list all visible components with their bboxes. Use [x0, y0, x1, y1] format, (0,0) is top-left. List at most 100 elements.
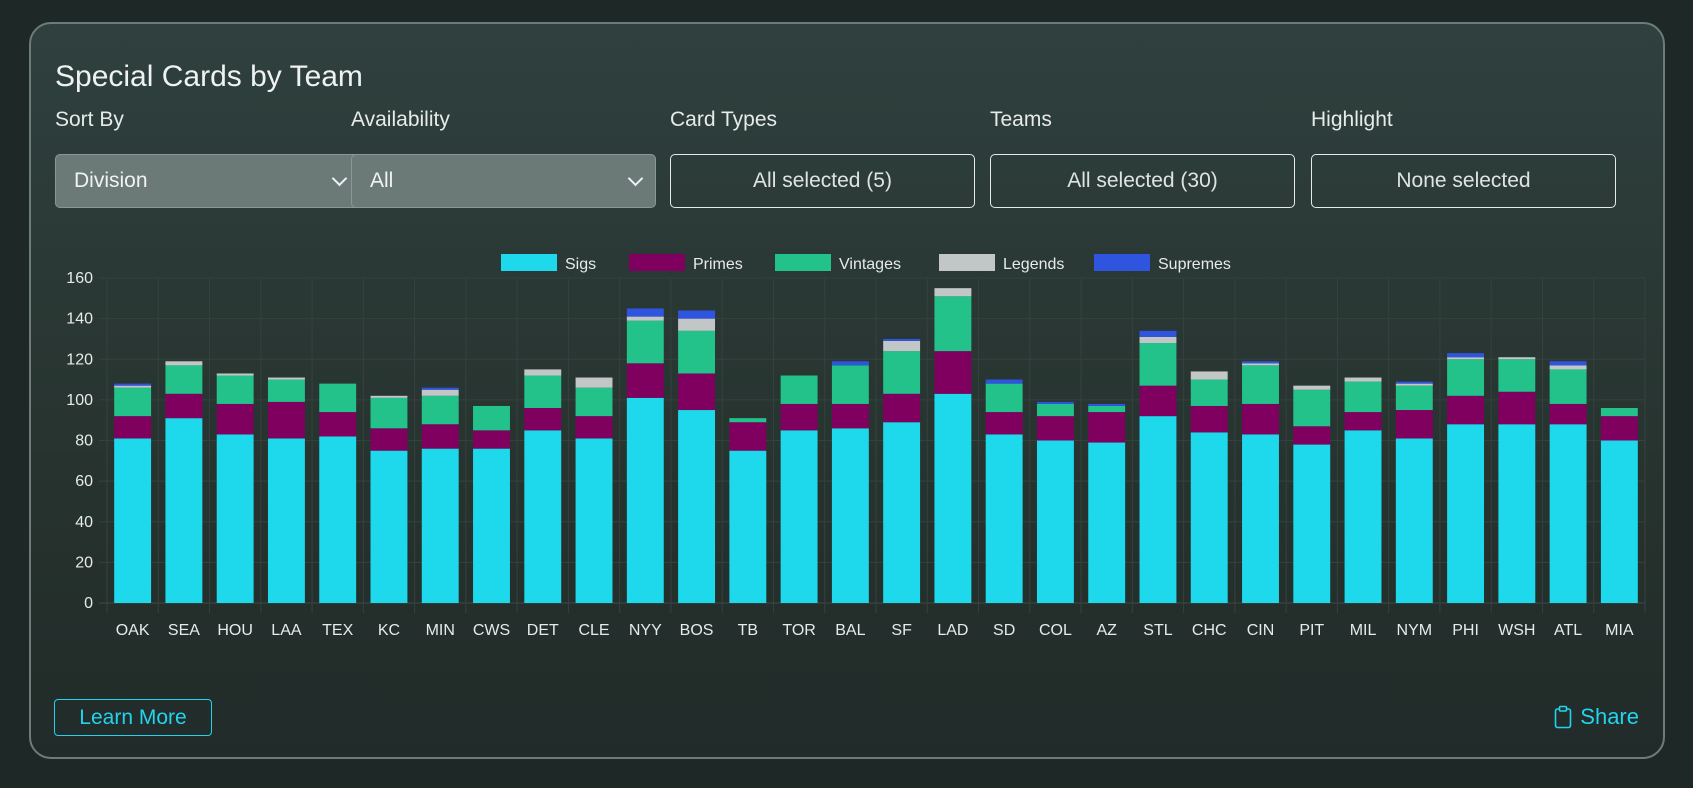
- multiselect-button[interactable]: None selected: [1311, 154, 1616, 208]
- bar-segment-primes: [831, 403, 869, 429]
- bar-wsh[interactable]: [1498, 357, 1536, 603]
- bar-segment-sigs: [729, 450, 767, 603]
- bar-tor[interactable]: [780, 375, 818, 604]
- bar-segment-supremes: [1036, 401, 1074, 404]
- bar-sd[interactable]: [985, 379, 1023, 603]
- bar-col[interactable]: [1036, 401, 1074, 603]
- bar-stl[interactable]: [1139, 330, 1177, 603]
- bar-min[interactable]: [421, 387, 459, 603]
- bar-segment-primes: [1344, 412, 1382, 431]
- bar-oak[interactable]: [114, 383, 152, 603]
- bar-segment-supremes: [678, 310, 716, 319]
- bar-lad[interactable]: [934, 288, 972, 603]
- y-tick-label: 60: [75, 473, 93, 490]
- bar-segment-vintages: [729, 418, 767, 423]
- legend-label: Legends: [1003, 256, 1064, 273]
- bar-segment-primes: [1498, 391, 1536, 425]
- bar-segment-primes: [729, 422, 767, 451]
- bar-segment-sigs: [985, 434, 1023, 603]
- bar-kc[interactable]: [370, 395, 408, 603]
- bar-segment-sigs: [626, 397, 664, 603]
- bar-nym[interactable]: [1395, 381, 1433, 603]
- bar-segment-supremes: [114, 383, 152, 386]
- bar-az[interactable]: [1088, 403, 1126, 603]
- x-tick-label: SEA: [168, 622, 200, 639]
- bar-bos[interactable]: [678, 310, 716, 604]
- bar-segment-vintages: [1139, 343, 1177, 386]
- bar-atl[interactable]: [1549, 361, 1587, 603]
- bar-segment-vintages: [678, 330, 716, 374]
- bar-segment-primes: [165, 393, 203, 419]
- share-button[interactable]: Share: [1554, 704, 1639, 730]
- bar-laa[interactable]: [267, 377, 305, 603]
- bar-segment-legends: [883, 340, 921, 352]
- dropdown-select[interactable]: Division: [55, 154, 360, 208]
- bar-segment-legends: [1293, 385, 1331, 390]
- legend-item-primes[interactable]: Primes: [629, 254, 743, 273]
- bar-pit[interactable]: [1293, 385, 1331, 603]
- bar-segment-primes: [883, 393, 921, 423]
- filter-label: Teams: [990, 108, 1052, 131]
- bar-cin[interactable]: [1242, 361, 1279, 603]
- bar-segment-vintages: [1447, 359, 1485, 396]
- chevron-down-icon: [331, 170, 348, 187]
- bar-segment-supremes: [985, 379, 1023, 384]
- bar-segment-primes: [1600, 416, 1638, 441]
- bar-segment-legends: [524, 369, 562, 376]
- bar-segment-vintages: [575, 387, 613, 417]
- bar-segment-vintages: [473, 405, 510, 431]
- bar-sf[interactable]: [883, 338, 921, 603]
- bar-cws[interactable]: [473, 405, 510, 603]
- bar-nyy[interactable]: [626, 308, 664, 603]
- bar-segment-legends: [1190, 371, 1228, 380]
- x-tick-label: BAL: [835, 622, 865, 639]
- legend-item-sigs[interactable]: Sigs: [501, 254, 596, 273]
- bar-segment-vintages: [114, 387, 152, 417]
- legend-item-legends[interactable]: Legends: [939, 254, 1064, 273]
- bar-segment-primes: [370, 428, 408, 451]
- bar-segment-supremes: [421, 387, 459, 390]
- bar-bal[interactable]: [831, 361, 869, 603]
- legend-item-vintages[interactable]: Vintages: [775, 254, 901, 273]
- learn-more-button[interactable]: Learn More: [54, 699, 212, 736]
- bar-segment-sigs: [1447, 424, 1485, 603]
- chart-card: Special Cards by Team Sort By Division A…: [29, 22, 1665, 759]
- bar-segment-vintages: [1600, 408, 1638, 417]
- bar-segment-vintages: [1036, 403, 1074, 417]
- bar-segment-sigs: [575, 438, 613, 603]
- bar-segment-sigs: [421, 448, 459, 603]
- bar-det[interactable]: [524, 369, 562, 603]
- bar-segment-sigs: [319, 436, 357, 603]
- bar-mil[interactable]: [1344, 377, 1382, 603]
- bar-segment-legends: [1242, 363, 1279, 366]
- bar-segment-primes: [934, 351, 972, 394]
- bar-chc[interactable]: [1190, 371, 1228, 603]
- multiselect-button[interactable]: All selected (5): [670, 154, 975, 208]
- bar-segment-primes: [267, 401, 305, 439]
- bar-segment-legends: [1447, 357, 1485, 360]
- legend-item-supremes[interactable]: Supremes: [1094, 254, 1231, 273]
- bar-tb[interactable]: [729, 418, 767, 603]
- bar-segment-sigs: [524, 430, 562, 603]
- bar-segment-sigs: [1293, 444, 1331, 603]
- bar-segment-legends: [114, 385, 152, 388]
- bar-segment-sigs: [1242, 434, 1279, 603]
- selected-value: All selected (5): [753, 169, 892, 192]
- bar-sea[interactable]: [165, 361, 203, 603]
- bar-segment-legends: [1395, 383, 1433, 386]
- x-tick-label: MIL: [1350, 622, 1377, 639]
- bar-segment-sigs: [1088, 442, 1126, 603]
- bar-segment-legends: [216, 373, 254, 376]
- bar-phi[interactable]: [1447, 353, 1485, 603]
- bar-segment-supremes: [1139, 330, 1177, 337]
- bar-segment-primes: [626, 363, 664, 398]
- bar-tex[interactable]: [319, 383, 357, 603]
- bar-cle[interactable]: [575, 377, 613, 603]
- multiselect-button[interactable]: All selected (30): [990, 154, 1295, 208]
- bar-mia[interactable]: [1600, 408, 1638, 603]
- dropdown-select[interactable]: All: [351, 154, 656, 208]
- bar-segment-primes: [1242, 403, 1279, 435]
- x-tick-label: CIN: [1247, 622, 1275, 639]
- bar-segment-supremes: [1395, 381, 1433, 384]
- bar-hou[interactable]: [216, 373, 254, 603]
